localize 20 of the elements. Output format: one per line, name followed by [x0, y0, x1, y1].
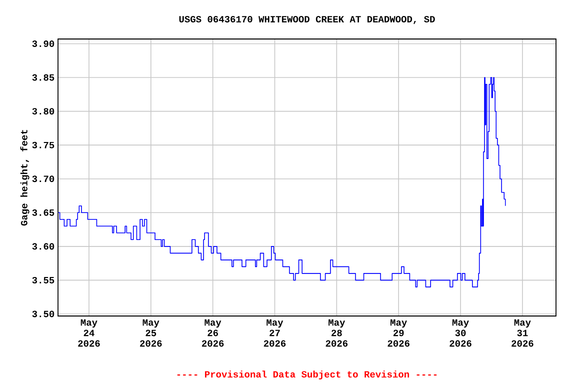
y-tick-label: 3.60: [32, 243, 54, 250]
y-axis-title: Gage height, feet: [20, 130, 30, 226]
chart-title: USGS 06436170 WHITEWOOD CREEK AT DEADWOOD, SD: [179, 16, 435, 24]
y-tick-label: 3.85: [32, 74, 54, 81]
x-tick-label: May 25 2026: [140, 319, 162, 347]
x-tick-label: May 26 2026: [202, 319, 224, 347]
x-tick-label: May 27 2026: [264, 319, 286, 347]
y-tick-label: 3.55: [32, 276, 54, 284]
x-tick-label: May 24 2026: [78, 319, 100, 347]
y-tick-label: 3.90: [32, 40, 54, 47]
text: ---- Provisional Data Subject to Revision ----: [177, 370, 437, 380]
x-tick-label: May 28 2026: [326, 319, 348, 347]
y-tick-label: 3.65: [32, 209, 54, 216]
x-tick-label: May 29 2026: [388, 319, 410, 347]
x-tick-label: May 30 2026: [450, 319, 472, 347]
x-tick-label: May 31 2026: [512, 319, 534, 347]
y-tick-label: 3.50: [32, 310, 54, 318]
y-tick-label: 3.70: [32, 176, 54, 182]
y-tick-label: 3.80: [32, 108, 54, 115]
y-tick-label: 3.75: [32, 142, 54, 148]
